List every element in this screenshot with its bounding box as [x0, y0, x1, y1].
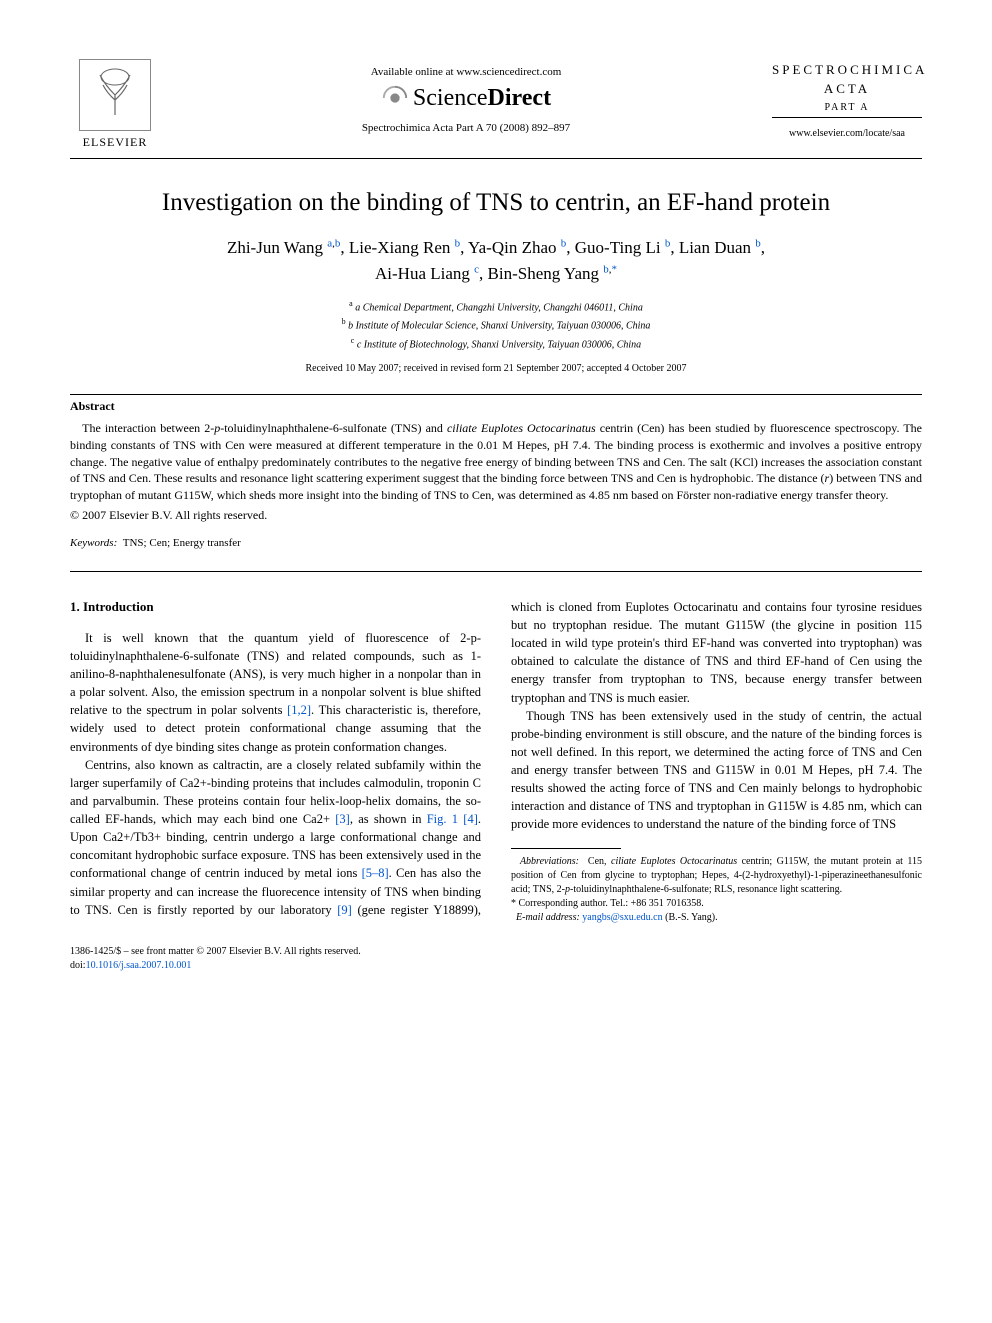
- email-footnote: E-mail address: yangbs@sxu.edu.cn (B.-S.…: [511, 911, 922, 925]
- email-label: E-mail address:: [516, 912, 580, 923]
- copyright-line: © 2007 Elsevier B.V. All rights reserved…: [70, 508, 922, 523]
- corresponding-author-footnote: * Corresponding author. Tel.: +86 351 70…: [511, 897, 922, 911]
- author-1: Zhi-Jun Wang: [227, 238, 323, 257]
- journal-title-line1: SPECTROCHIMICA: [772, 61, 922, 79]
- abbreviations-footnote: Abbreviations: Cen, ciliate Euplotes Oct…: [511, 855, 922, 897]
- keywords-text: TNS; Cen; Energy transfer: [123, 537, 241, 549]
- footnote-block: Abbreviations: Cen, ciliate Euplotes Oct…: [511, 848, 922, 925]
- affiliation-c: c c Institute of Biotechnology, Shanxi U…: [70, 335, 922, 353]
- sd-brand-plain: Science: [413, 85, 488, 111]
- authors: Zhi-Jun Wang a,b, Lie-Xiang Ren b, Ya-Qi…: [70, 235, 922, 286]
- abstract-heading: Abstract: [70, 399, 922, 414]
- abstract-bottom-rule: [70, 571, 922, 572]
- available-online-text: Available online at www.sciencedirect.co…: [160, 66, 772, 78]
- sciencedirect-icon: [381, 84, 409, 112]
- author-4: Guo-Ting Li: [575, 238, 661, 257]
- ref-link-9[interactable]: [9]: [337, 903, 352, 917]
- issn-line: 1386-1425/$ – see front matter © 2007 El…: [70, 945, 922, 959]
- doi-line: doi:10.1016/j.saa.2007.10.001: [70, 959, 922, 973]
- article-dates: Received 10 May 2007; received in revise…: [70, 363, 922, 374]
- publisher-logo: ELSEVIER: [70, 50, 160, 150]
- affil-link-b2[interactable]: b: [455, 237, 461, 249]
- author-3: Ya-Qin Zhao: [468, 238, 556, 257]
- article-title: Investigation on the binding of TNS to c…: [70, 189, 922, 217]
- keywords-label: Keywords:: [70, 537, 117, 549]
- body-columns: 1. Introduction It is well known that th…: [70, 598, 922, 925]
- header-rule: [70, 158, 922, 159]
- author-6: Ai-Hua Liang: [375, 264, 470, 283]
- journal-url: www.elsevier.com/locate/saa: [772, 128, 922, 139]
- bottom-matter: 1386-1425/$ – see front matter © 2007 El…: [70, 945, 922, 973]
- author-5: Lian Duan: [679, 238, 751, 257]
- journal-title-line2: ACTA: [772, 80, 922, 98]
- sciencedirect-brand: ScienceDirect: [160, 84, 772, 112]
- ref-link-3[interactable]: [3]: [335, 812, 350, 826]
- doi-link[interactable]: 10.1016/j.saa.2007.10.001: [86, 960, 192, 971]
- fig-link-1[interactable]: Fig. 1: [427, 812, 458, 826]
- intro-p3: Though TNS has been extensively used in …: [511, 707, 922, 834]
- affil-link-b4[interactable]: b: [665, 237, 671, 249]
- header-row: ELSEVIER Available online at www.science…: [70, 50, 922, 150]
- footnote-separator: [511, 848, 621, 849]
- email-link[interactable]: yangbs@sxu.edu.cn: [582, 912, 662, 923]
- journal-reference: Spectrochimica Acta Part A 70 (2008) 892…: [160, 122, 772, 134]
- abbrev-label: Abbreviations:: [520, 856, 579, 867]
- page-container: ELSEVIER Available online at www.science…: [0, 0, 992, 1013]
- ref-link-4[interactable]: [4]: [463, 812, 478, 826]
- ref-link-5-8[interactable]: [5–8]: [362, 866, 389, 880]
- author-7: Bin-Sheng Yang: [488, 264, 599, 283]
- affil-link-b3[interactable]: b: [561, 237, 567, 249]
- ref-link-1-2[interactable]: [1,2]: [287, 703, 311, 717]
- journal-box: SPECTROCHIMICA ACTA PART A www.elsevier.…: [772, 61, 922, 138]
- author-2: Lie-Xiang Ren: [349, 238, 451, 257]
- sd-brand-bold: Direct: [488, 85, 552, 111]
- journal-part: PART A: [772, 102, 922, 113]
- affiliations: a a Chemical Department, Changzhi Univer…: [70, 298, 922, 353]
- affil-link-b6[interactable]: b: [603, 263, 609, 275]
- keywords: Keywords: TNS; Cen; Energy transfer: [70, 537, 922, 549]
- abstract-top-rule: [70, 394, 922, 395]
- intro-p1: It is well known that the quantum yield …: [70, 629, 481, 756]
- corr-link[interactable]: *: [612, 263, 618, 275]
- abstract-body: The interaction between 2-p-toluidinylna…: [70, 420, 922, 504]
- affil-link-b[interactable]: b: [335, 237, 341, 249]
- affil-link-b5[interactable]: b: [755, 237, 761, 249]
- affiliation-b: b b Institute of Molecular Science, Shan…: [70, 316, 922, 334]
- elsevier-tree-icon: [79, 59, 151, 131]
- affiliation-a: a a Chemical Department, Changzhi Univer…: [70, 298, 922, 316]
- publisher-name: ELSEVIER: [83, 135, 148, 150]
- intro-heading: 1. Introduction: [70, 598, 481, 617]
- affil-link-a[interactable]: a: [327, 237, 332, 249]
- affil-link-c[interactable]: c: [474, 263, 479, 275]
- center-header: Available online at www.sciencedirect.co…: [160, 66, 772, 134]
